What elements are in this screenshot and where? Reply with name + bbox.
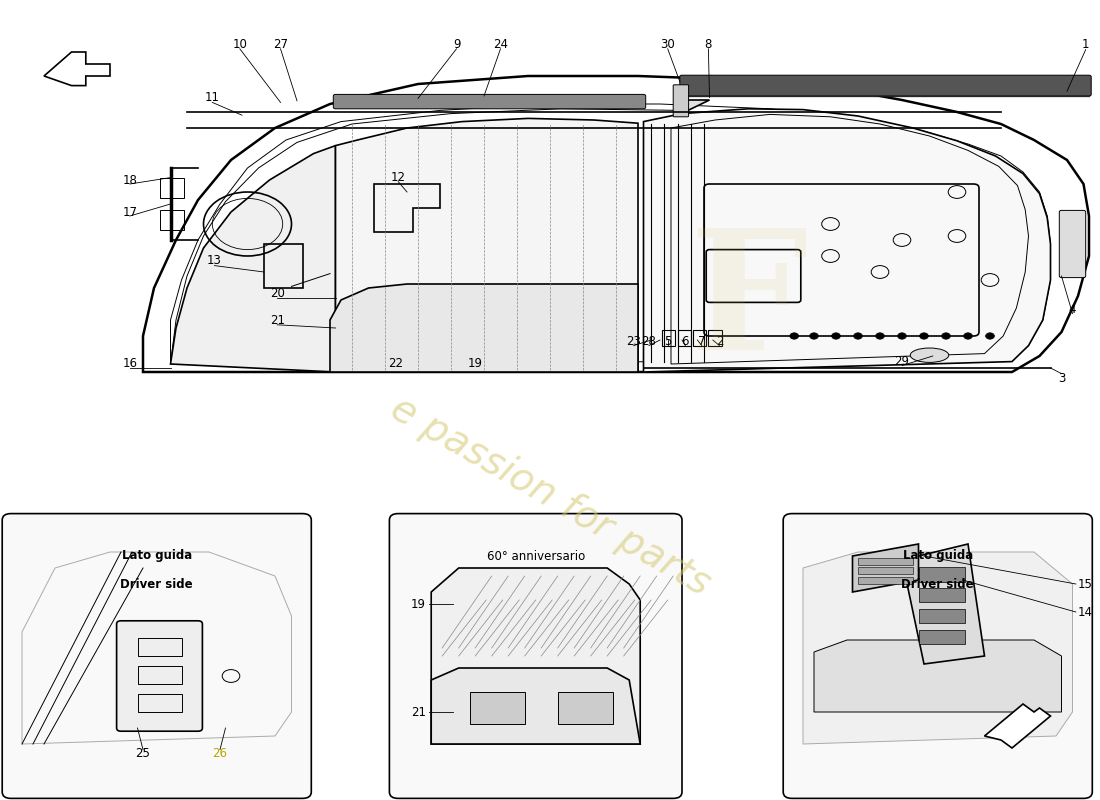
Circle shape — [790, 333, 799, 339]
Text: 26: 26 — [212, 747, 228, 760]
Bar — [160, 178, 184, 198]
Text: 13: 13 — [207, 254, 222, 267]
Text: 60° anniversario: 60° anniversario — [486, 550, 585, 562]
Bar — [138, 694, 182, 712]
Text: 2: 2 — [716, 335, 723, 348]
Text: 21: 21 — [410, 706, 426, 718]
Circle shape — [810, 333, 818, 339]
Text: 5: 5 — [664, 335, 671, 348]
Text: 10: 10 — [232, 38, 248, 50]
Polygon shape — [330, 284, 638, 372]
Bar — [160, 210, 184, 230]
Text: 21: 21 — [270, 314, 285, 326]
FancyBboxPatch shape — [333, 94, 646, 109]
FancyBboxPatch shape — [783, 514, 1092, 798]
Text: 4: 4 — [1069, 303, 1076, 316]
Text: 23: 23 — [626, 335, 641, 348]
Text: 18: 18 — [122, 174, 138, 186]
Bar — [858, 567, 913, 574]
Text: 8: 8 — [705, 38, 712, 50]
Text: e passion for parts: e passion for parts — [384, 389, 716, 603]
FancyBboxPatch shape — [2, 514, 311, 798]
Polygon shape — [984, 704, 1050, 748]
Polygon shape — [902, 544, 985, 664]
Text: 11: 11 — [205, 91, 220, 104]
Polygon shape — [814, 640, 1062, 712]
Bar — [858, 558, 913, 565]
Circle shape — [920, 333, 928, 339]
Bar — [264, 244, 303, 288]
Text: Driver side: Driver side — [901, 578, 975, 590]
Text: Lato guida: Lato guida — [903, 550, 972, 562]
Text: 19: 19 — [410, 598, 426, 610]
Text: 12: 12 — [390, 171, 406, 184]
FancyBboxPatch shape — [389, 514, 682, 798]
Text: Driver side: Driver side — [120, 578, 194, 590]
Circle shape — [942, 333, 950, 339]
Text: 3: 3 — [1058, 372, 1065, 385]
Text: 20: 20 — [270, 287, 285, 300]
Text: 30: 30 — [660, 38, 675, 50]
Polygon shape — [170, 146, 336, 372]
Polygon shape — [44, 52, 110, 86]
Ellipse shape — [911, 348, 948, 362]
Bar — [858, 577, 913, 584]
Text: 25: 25 — [135, 747, 151, 760]
Polygon shape — [431, 568, 640, 744]
Circle shape — [854, 333, 862, 339]
Circle shape — [832, 333, 840, 339]
FancyBboxPatch shape — [680, 75, 1091, 96]
Text: F: F — [689, 223, 807, 385]
Text: 16: 16 — [122, 358, 138, 370]
Text: Lato guida: Lato guida — [122, 550, 191, 562]
FancyBboxPatch shape — [117, 621, 202, 731]
Bar — [708, 330, 722, 346]
Text: 1: 1 — [1082, 38, 1089, 50]
Bar — [470, 692, 525, 724]
Text: 28: 28 — [641, 335, 657, 348]
Text: 7: 7 — [698, 335, 705, 348]
Polygon shape — [336, 118, 638, 372]
Polygon shape — [644, 109, 1050, 372]
Text: 22: 22 — [388, 358, 404, 370]
Polygon shape — [803, 552, 1072, 744]
Text: 17: 17 — [122, 206, 138, 219]
Bar — [138, 666, 182, 684]
Bar — [693, 330, 706, 346]
Bar — [138, 638, 182, 656]
Bar — [678, 330, 691, 346]
Bar — [918, 588, 965, 602]
Bar — [558, 692, 613, 724]
Polygon shape — [431, 668, 640, 744]
Circle shape — [986, 333, 994, 339]
Circle shape — [876, 333, 884, 339]
Text: 27: 27 — [273, 38, 288, 50]
Bar — [918, 630, 965, 644]
Bar — [918, 609, 965, 623]
Bar — [918, 567, 965, 582]
Text: 29: 29 — [894, 355, 910, 368]
Text: 9: 9 — [453, 38, 460, 50]
FancyBboxPatch shape — [673, 85, 689, 117]
Text: 19: 19 — [468, 358, 483, 370]
Text: 24: 24 — [493, 38, 508, 50]
Polygon shape — [676, 100, 710, 116]
FancyBboxPatch shape — [1059, 210, 1086, 278]
Text: 14: 14 — [1078, 606, 1093, 618]
Circle shape — [898, 333, 906, 339]
Text: 6: 6 — [682, 335, 689, 348]
Text: 15: 15 — [1078, 578, 1093, 590]
Polygon shape — [852, 544, 918, 592]
Circle shape — [964, 333, 972, 339]
Bar — [662, 330, 675, 346]
